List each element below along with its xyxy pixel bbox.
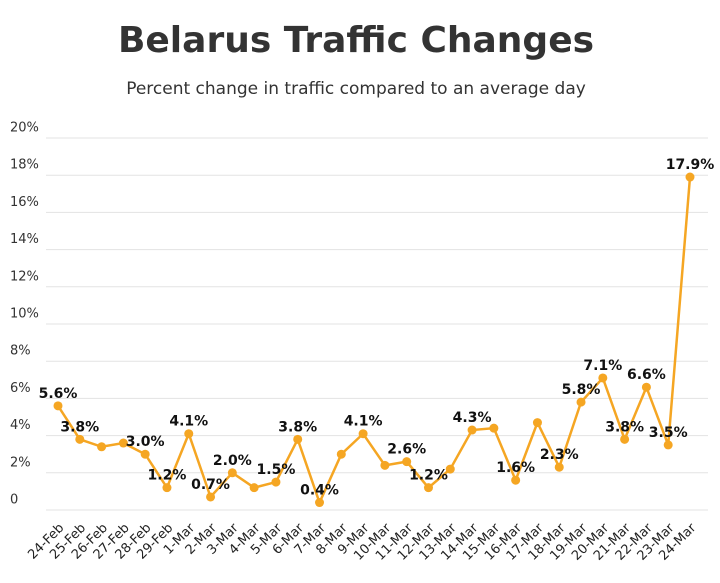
data-label: 17.9% [666, 157, 715, 173]
point [271, 477, 281, 487]
data-label: 1.2% [409, 468, 448, 484]
point [162, 483, 172, 493]
point [118, 438, 128, 448]
data-label: 1.5% [257, 462, 296, 478]
y-tick-label: 0 [10, 493, 18, 508]
point [402, 457, 412, 467]
point [489, 423, 499, 433]
point [576, 397, 586, 407]
data-label: 1.6% [496, 460, 535, 476]
y-tick-label: 14% [10, 232, 39, 247]
data-label: 3.5% [649, 425, 688, 441]
data-label: 0.7% [191, 477, 230, 493]
point [620, 434, 630, 444]
point [184, 429, 194, 439]
point [140, 449, 150, 459]
y-tick-label: 8% [10, 344, 31, 359]
point [336, 449, 346, 459]
point [53, 401, 63, 411]
point [532, 418, 542, 428]
point [685, 172, 695, 182]
y-tick-label: 12% [10, 269, 39, 284]
point [227, 468, 237, 478]
y-tick-label: 6% [10, 381, 31, 396]
point [315, 498, 325, 508]
point [423, 483, 433, 493]
data-label: 3.8% [278, 419, 317, 435]
point [380, 460, 390, 470]
data-label: 3.8% [605, 419, 644, 435]
point [511, 475, 521, 485]
y-tick-label: 20% [10, 121, 39, 136]
data-label: 2.0% [213, 453, 252, 469]
y-tick-label: 2% [10, 455, 31, 470]
data-label: 3.8% [60, 419, 99, 435]
point [358, 429, 368, 439]
data-label: 5.8% [562, 382, 601, 398]
point [554, 462, 564, 472]
y-tick-label: 18% [10, 158, 39, 173]
data-label: 1.2% [148, 468, 187, 484]
point [206, 492, 216, 502]
y-tick-label: 4% [10, 418, 31, 433]
data-label: 0.4% [300, 483, 339, 499]
point [293, 434, 303, 444]
point [598, 373, 608, 383]
line [56, 176, 692, 506]
point [641, 382, 651, 392]
data-label: 3.0% [126, 434, 165, 450]
data-label: 2.6% [387, 442, 426, 458]
data-label: 4.1% [169, 414, 208, 430]
chart-title: Belarus Traffic Changes [118, 20, 594, 61]
data-label: 2.3% [540, 447, 579, 463]
data-label: 6.6% [627, 367, 666, 383]
data-label: 4.1% [344, 414, 383, 430]
point [97, 442, 107, 452]
point [249, 483, 259, 493]
point [663, 440, 673, 450]
chart-subtitle: Percent change in traffic compared to an… [126, 79, 586, 99]
y-tick-label: 16% [10, 195, 39, 210]
y-tick-label: 10% [10, 307, 39, 322]
point [467, 425, 477, 435]
data-label: 5.6% [39, 386, 78, 402]
point [445, 464, 455, 474]
point [75, 434, 85, 444]
data-label: 4.3% [453, 410, 492, 426]
data-label: 7.1% [583, 358, 622, 374]
